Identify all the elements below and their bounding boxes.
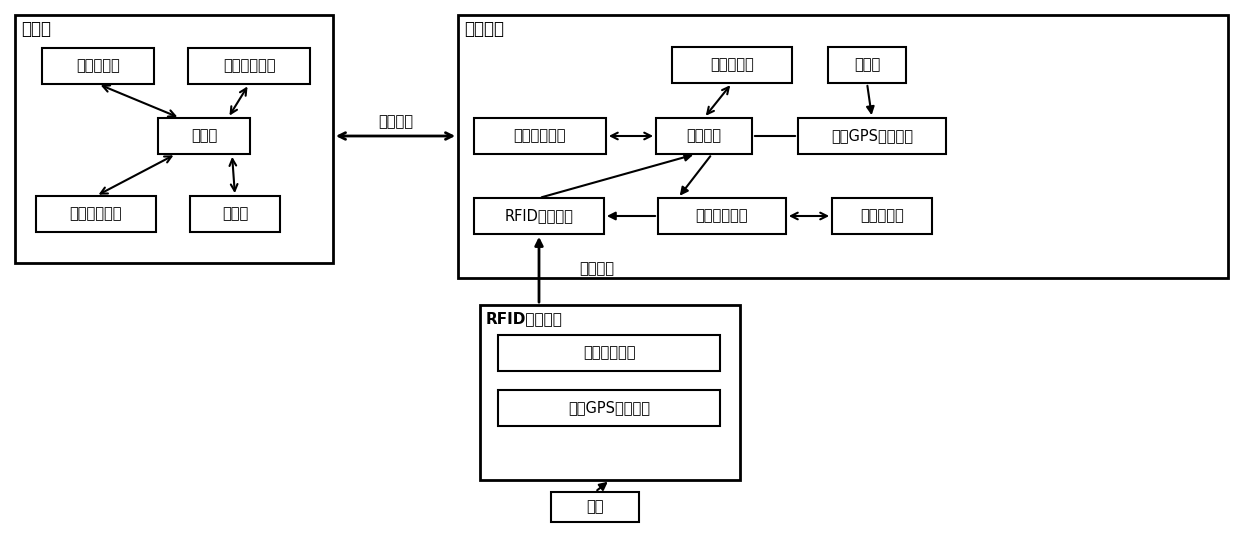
Text: 处理器: 处理器: [191, 129, 217, 144]
Text: RFID电子标签: RFID电子标签: [486, 311, 563, 326]
Bar: [458, 15, 1228, 278]
Text: 第二通信模块: 第二通信模块: [513, 129, 567, 144]
Text: 第一通信模块: 第一通信模块: [223, 59, 275, 74]
Bar: [15, 15, 334, 263]
Text: 数据库: 数据库: [222, 207, 248, 222]
Bar: [36, 196, 156, 232]
Text: 高频通信模块: 高频通信模块: [583, 345, 635, 360]
Bar: [474, 118, 606, 154]
Bar: [190, 196, 280, 232]
Bar: [658, 198, 786, 234]
Text: 第二存储器: 第二存储器: [711, 58, 754, 73]
Text: 微处理器: 微处理器: [687, 129, 722, 144]
Bar: [498, 390, 720, 426]
Bar: [474, 198, 604, 234]
Bar: [498, 335, 720, 371]
Bar: [157, 118, 250, 154]
Text: 第二GPS定位模块: 第二GPS定位模块: [568, 400, 650, 415]
Text: 标签管理模块: 标签管理模块: [696, 208, 748, 224]
Bar: [799, 118, 946, 154]
Text: 无线连接: 无线连接: [579, 262, 615, 277]
Text: 移动终端: 移动终端: [464, 20, 503, 38]
Text: 数据处理模块: 数据处理模块: [69, 207, 123, 222]
Text: RFID读写模块: RFID读写模块: [505, 208, 573, 224]
Bar: [551, 492, 639, 522]
Text: 第一存储器: 第一存储器: [76, 59, 120, 74]
Bar: [828, 47, 906, 83]
Bar: [480, 305, 740, 480]
Bar: [42, 48, 154, 84]
Text: 第一GPS定位模块: 第一GPS定位模块: [831, 129, 913, 144]
Text: 锂电池: 锂电池: [854, 58, 880, 73]
Text: 服务器: 服务器: [21, 20, 51, 38]
Bar: [832, 198, 932, 234]
Text: 资产: 资产: [587, 499, 604, 514]
Bar: [656, 118, 751, 154]
Bar: [188, 48, 310, 84]
Text: 无线连接: 无线连接: [378, 114, 413, 130]
Bar: [672, 47, 792, 83]
Text: 指示灯模块: 指示灯模块: [861, 208, 904, 224]
